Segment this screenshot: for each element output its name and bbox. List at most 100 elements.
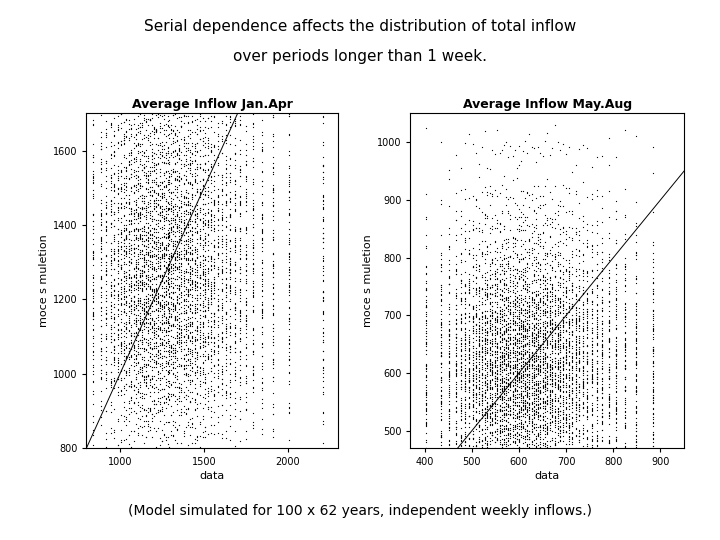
Point [156, 152, 168, 160]
Point [517, 474, 528, 483]
Point [496, 145, 508, 154]
Point [485, 289, 496, 298]
Point [470, 329, 482, 338]
Point [470, 309, 482, 318]
Point [526, 451, 537, 460]
Point [192, 247, 203, 255]
Point [444, 326, 455, 334]
Point [503, 286, 514, 294]
Point [631, 299, 642, 307]
Point [205, 357, 217, 366]
Point [498, 402, 510, 411]
Point [199, 210, 211, 219]
Point [184, 265, 196, 273]
Point [139, 282, 150, 291]
Point [178, 84, 189, 93]
Point [148, 355, 160, 364]
Point [145, 186, 156, 195]
Point [444, 444, 455, 453]
Point [492, 280, 503, 288]
Point [184, 180, 196, 188]
Point [112, 162, 124, 171]
Point [178, 393, 189, 401]
Point [582, 226, 593, 234]
Point [132, 28, 144, 36]
Point [544, 404, 556, 413]
Point [88, 248, 99, 257]
Point [507, 335, 518, 344]
Point [519, 267, 531, 276]
Point [171, 395, 183, 403]
Point [541, 307, 553, 316]
Point [420, 349, 431, 358]
Point [631, 407, 642, 415]
Point [552, 349, 563, 357]
Point [511, 292, 523, 301]
Point [467, 329, 479, 338]
Point [137, 338, 148, 346]
Point [104, 288, 116, 296]
Point [95, 233, 107, 241]
Point [500, 293, 512, 302]
Point [118, 289, 130, 298]
Point [160, 393, 171, 402]
Point [166, 249, 177, 258]
Point [603, 337, 614, 346]
Point [234, 165, 246, 173]
Point [519, 350, 531, 359]
Point [507, 398, 518, 407]
Point [180, 351, 192, 360]
Point [171, 224, 183, 233]
Point [567, 451, 578, 460]
Point [554, 280, 566, 289]
Point [507, 282, 518, 291]
Point [554, 368, 566, 376]
Point [591, 152, 603, 161]
Point [464, 418, 475, 427]
Point [519, 379, 531, 387]
Point [150, 252, 162, 261]
Point [567, 398, 578, 407]
Point [194, 273, 206, 281]
Point [104, 84, 116, 93]
Point [112, 361, 124, 370]
Point [125, 330, 137, 339]
Point [611, 305, 622, 313]
Point [160, 289, 171, 298]
Point [591, 383, 603, 392]
Point [143, 198, 154, 206]
Point [496, 266, 508, 275]
Point [544, 497, 556, 506]
Point [176, 288, 187, 297]
Point [199, 168, 211, 177]
Point [450, 422, 462, 431]
Point [182, 392, 194, 400]
Point [199, 139, 211, 147]
Point [528, 363, 539, 372]
Point [205, 309, 217, 318]
Point [128, 328, 140, 337]
Point [549, 406, 561, 415]
Point [420, 292, 431, 301]
Point [591, 441, 603, 449]
Point [75, 222, 86, 231]
Point [485, 518, 496, 527]
Point [552, 248, 563, 257]
Point [498, 377, 510, 386]
Point [205, 256, 217, 265]
Point [112, 319, 124, 328]
Point [546, 323, 558, 332]
Point [194, 51, 206, 59]
Point [509, 265, 521, 273]
Point [168, 344, 179, 353]
Point [513, 335, 525, 344]
Point [224, 139, 235, 148]
Point [539, 342, 551, 351]
Point [420, 329, 431, 338]
Point [199, 267, 211, 276]
Point [517, 411, 528, 420]
Point [554, 320, 566, 329]
Point [234, 415, 246, 423]
Point [477, 343, 488, 352]
Point [485, 385, 496, 394]
